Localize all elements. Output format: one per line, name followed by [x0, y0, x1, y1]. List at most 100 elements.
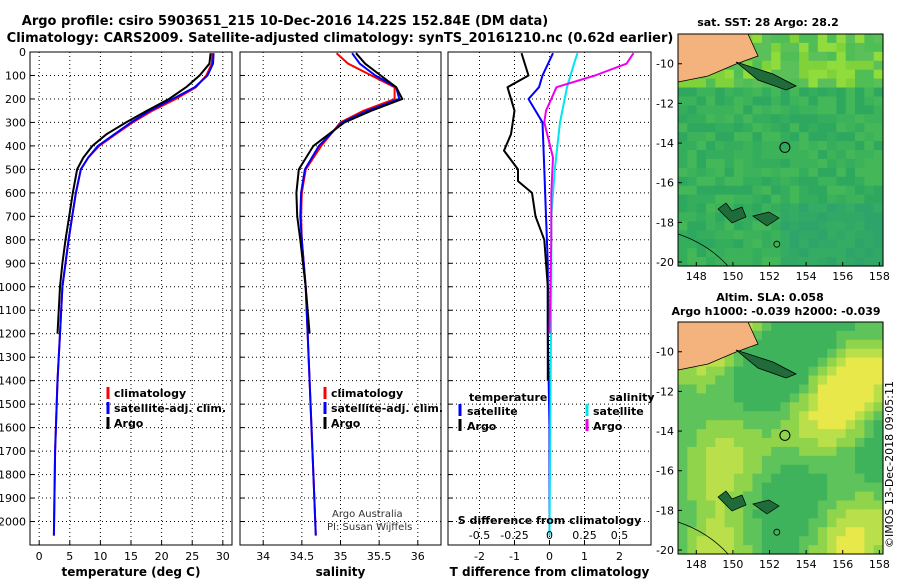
- map-lon-label: 158: [869, 270, 890, 283]
- map-cell: [855, 411, 865, 421]
- map-cell: [855, 221, 865, 231]
- map-cell: [836, 105, 847, 115]
- depth-tick-label: 400: [5, 140, 26, 153]
- temp-xtick-label: 25: [185, 550, 199, 563]
- map-cell: [836, 446, 847, 457]
- map-lon-label: 150: [722, 558, 743, 571]
- map-cell: [771, 203, 782, 213]
- temp-legend-label: Argo: [114, 417, 144, 430]
- map-cell: [706, 491, 716, 501]
- map-cell: [855, 87, 865, 97]
- map-cell: [845, 322, 856, 332]
- map-cell: [845, 357, 856, 368]
- map-cell: [855, 105, 865, 115]
- map-cell: [706, 248, 716, 258]
- map-cell: [678, 212, 688, 222]
- map-cell: [789, 132, 800, 142]
- map-cell: [789, 42, 800, 53]
- map-cell: [724, 105, 735, 115]
- map-cell: [678, 536, 688, 546]
- map-cell: [733, 429, 744, 439]
- map-cell: [761, 411, 772, 421]
- map-cell: [743, 150, 754, 160]
- map-cell: [808, 393, 819, 403]
- map-cell: [743, 132, 754, 142]
- map-cell: [799, 141, 809, 151]
- map-cell: [817, 239, 828, 249]
- island-chain: [735, 349, 797, 379]
- map-cell: [715, 366, 726, 377]
- map-cell: [743, 141, 754, 151]
- map-cell: [752, 230, 763, 240]
- map-cell: [761, 150, 772, 160]
- map-cell: [808, 330, 819, 341]
- map-cell: [687, 366, 698, 377]
- map-cell: [855, 348, 865, 359]
- map-cell: [845, 123, 856, 133]
- map-cell: [827, 96, 837, 106]
- map-cell: [696, 438, 707, 448]
- map-cell: [789, 194, 800, 205]
- map-cell: [752, 185, 763, 196]
- map-cell: [855, 322, 865, 332]
- map-cell: [855, 158, 865, 169]
- map-cell: [733, 257, 744, 267]
- map-cell: [836, 330, 847, 341]
- map-cell: [752, 167, 763, 178]
- map-cell: [873, 402, 884, 412]
- map-cell: [864, 357, 875, 368]
- map-cell: [845, 42, 856, 53]
- diff-s-label: S difference from climatology: [458, 514, 642, 527]
- map-cell: [789, 167, 800, 178]
- map-cell: [836, 375, 847, 385]
- map-cell: [855, 60, 865, 71]
- map-cell: [873, 429, 884, 439]
- map-cell: [678, 384, 688, 394]
- map-cell: [827, 482, 837, 493]
- map-cell: [715, 545, 726, 555]
- map-cell: [752, 257, 763, 267]
- map-cell: [724, 518, 735, 528]
- map-cell: [696, 123, 707, 133]
- map-cell: [706, 429, 716, 439]
- coastline: [677, 521, 729, 555]
- map-cell: [678, 375, 688, 385]
- map-cell: [845, 545, 856, 555]
- map-cell: [864, 438, 875, 448]
- map-cell: [864, 34, 875, 44]
- map-cell: [845, 132, 856, 142]
- map-cell: [771, 123, 782, 133]
- map-cell: [724, 357, 735, 368]
- map-cell: [873, 185, 884, 196]
- map-cell: [845, 176, 856, 187]
- map-lon-label: 152: [759, 270, 780, 283]
- map-cell: [808, 69, 819, 80]
- map-cell: [836, 384, 847, 394]
- map-cell: [799, 482, 809, 493]
- map-cell: [696, 185, 707, 196]
- depth-tick-label: 1800: [0, 469, 26, 482]
- map-cell: [733, 96, 744, 106]
- map-cell: [706, 473, 716, 484]
- map-cell: [808, 473, 819, 484]
- map-cell: [855, 339, 865, 350]
- temp-xtick-label: 20: [155, 550, 169, 563]
- map-cell: [715, 464, 726, 475]
- map-cell: [678, 411, 688, 421]
- map-cell: [855, 69, 865, 80]
- map-cell: [733, 393, 744, 403]
- map-lon-label: 148: [686, 270, 707, 283]
- map-cell: [743, 536, 754, 546]
- map-cell: [696, 105, 707, 115]
- map-cell: [873, 257, 884, 267]
- map-cell: [696, 384, 707, 394]
- diff-s-tick-label: -0.5: [469, 529, 490, 542]
- map-cell: [808, 212, 819, 222]
- map-cell: [761, 482, 772, 493]
- map-cell: [808, 257, 819, 267]
- map-cell: [687, 393, 698, 403]
- sst-map: 148 150 152 154 156 158 -10 -12 -14 -16 -18 -20: [656, 33, 890, 283]
- map-cell: [799, 158, 809, 169]
- map-cell: [733, 509, 744, 519]
- map-cell: [836, 357, 847, 368]
